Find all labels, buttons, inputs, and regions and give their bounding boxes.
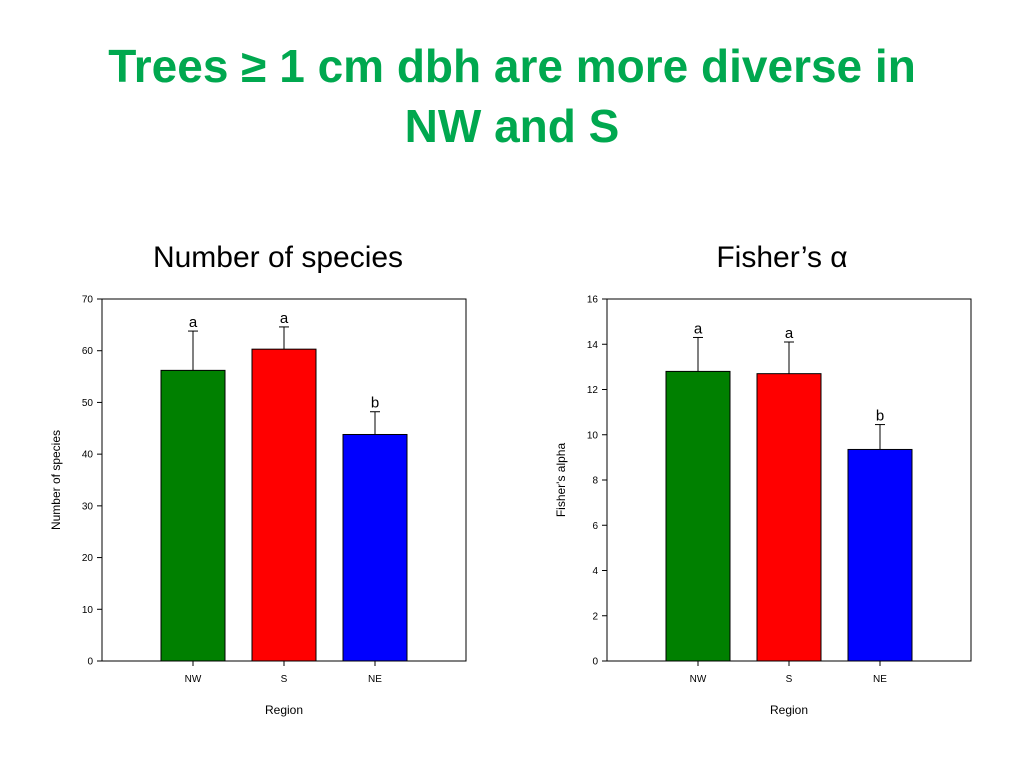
fisher-y-tick-label: 12 <box>587 385 599 396</box>
species-bar-s <box>251 348 317 662</box>
fisher-significance-letter: b <box>876 408 884 425</box>
species-x-tick-label: NE <box>368 674 382 685</box>
left-panel-heading: Number of species <box>152 241 404 274</box>
species-x-tick-label: NW <box>185 674 202 685</box>
species-y-tick-label: 50 <box>82 398 94 409</box>
fisher-y-axis-label: Fisher's alpha <box>554 443 568 518</box>
fisher-significance-letter: a <box>785 325 794 342</box>
fisher-y-tick-label: 14 <box>587 340 599 351</box>
species-y-tick-label: 40 <box>82 450 94 461</box>
species-x-axis-label: Region <box>265 703 303 717</box>
fisher-y-tick-label: 8 <box>592 476 598 487</box>
fisher-bar-ne <box>847 448 913 662</box>
fisher-bar-s <box>756 373 822 662</box>
fisher-y-tick-label: 6 <box>592 521 598 532</box>
fisher-y-tick-label: 4 <box>592 566 598 577</box>
species-y-tick-label: 60 <box>82 346 94 357</box>
species-x-tick-label: S <box>281 674 288 685</box>
species-significance-letter: b <box>371 395 379 412</box>
fisher-significance-letter: a <box>694 320 703 337</box>
fisher-y-tick-label: 2 <box>592 611 598 622</box>
fisher-y-tick-label: 16 <box>587 295 599 306</box>
fisher-x-tick-label: NE <box>873 674 887 685</box>
species-y-tick-label: 70 <box>82 295 94 306</box>
fisher-y-tick-label: 10 <box>587 430 599 441</box>
species-y-tick-label: 0 <box>87 657 93 668</box>
fisher-x-tick-label: NW <box>690 674 707 685</box>
fisher-x-tick-label: S <box>786 674 793 685</box>
species-y-tick-label: 30 <box>82 501 94 512</box>
species-bar-nw <box>160 369 226 662</box>
fisher-y-tick-label: 0 <box>592 657 598 668</box>
fisher-bar-nw <box>665 370 731 662</box>
fisher-x-axis-label: Region <box>770 703 808 717</box>
species-significance-letter: a <box>280 310 289 327</box>
slide-title-line1: Trees ≥ 1 cm dbh are more diverse in <box>108 40 916 92</box>
species-significance-letter: a <box>189 314 198 331</box>
species-y-tick-label: 10 <box>82 605 94 616</box>
right-panel-heading: Fisher’s α <box>716 241 848 274</box>
slide-title-line2: NW and S <box>404 100 620 152</box>
species-y-tick-label: 20 <box>82 553 94 564</box>
slide-title: Trees ≥ 1 cm dbh are more diverse in NW … <box>62 36 962 156</box>
species-bar-ne <box>342 433 408 662</box>
species-y-axis-label: Number of species <box>49 430 63 530</box>
